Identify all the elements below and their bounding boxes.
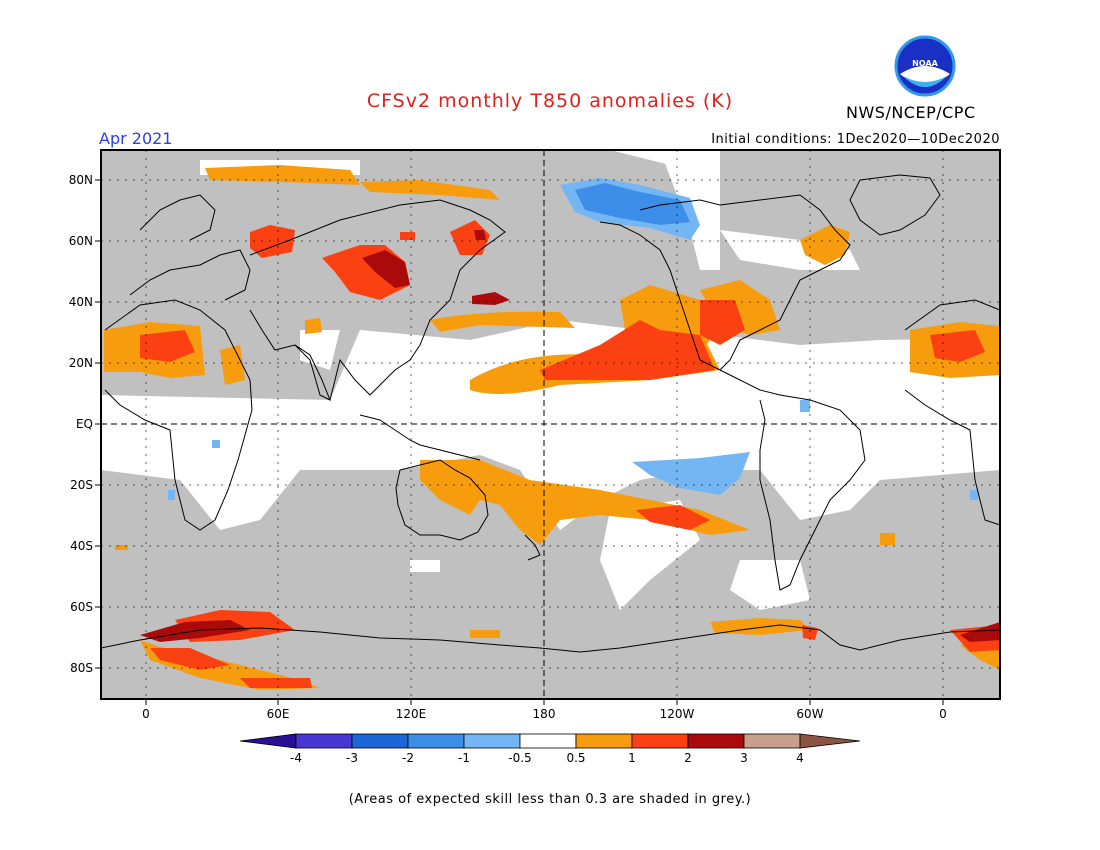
lat-label: 40N bbox=[68, 295, 93, 309]
colorbar-tick: -3 bbox=[346, 751, 358, 765]
initial-conditions: Initial conditions: 1Dec2020—10Dec2020 bbox=[711, 132, 1000, 147]
skill-footnote: (Areas of expected skill less than 0.3 a… bbox=[348, 792, 752, 807]
noaa-logo: NOAA bbox=[894, 35, 956, 97]
colorbar-tick: 1 bbox=[628, 751, 636, 765]
lat-label: 60N bbox=[68, 234, 93, 248]
logo-text: NOAA bbox=[912, 59, 938, 68]
lat-label: 80N bbox=[68, 173, 93, 187]
valid-month: Apr 2021 bbox=[99, 129, 173, 148]
agency-label: NWS/NCEP/CPC bbox=[846, 103, 976, 122]
lon-label: 120E bbox=[395, 707, 427, 721]
colorbar-tick: -4 bbox=[290, 751, 302, 765]
colorbar-tick: 2 bbox=[684, 751, 692, 765]
equator-dateline bbox=[101, 150, 1000, 699]
lat-label: 20N bbox=[68, 356, 93, 370]
coastlines bbox=[101, 174, 1000, 653]
lat-label: 60S bbox=[70, 600, 93, 614]
lon-label: 180 bbox=[532, 707, 556, 721]
lon-label: 120W bbox=[659, 707, 695, 721]
graticule bbox=[101, 150, 1000, 699]
colorbar-tick: -2 bbox=[402, 751, 414, 765]
lon-label: 0 bbox=[939, 707, 947, 721]
colorbar-tick: 0.5 bbox=[566, 751, 586, 765]
colorbar-tick: -0.5 bbox=[508, 751, 532, 765]
axis-ticks bbox=[95, 179, 944, 705]
lat-label: 40S bbox=[70, 539, 93, 553]
colorbar-tick: 4 bbox=[796, 751, 804, 765]
map-title: CFSv2 monthly T850 anomalies (K) bbox=[366, 90, 734, 112]
lat-label: EQ bbox=[75, 417, 93, 431]
colorbar-tick: -1 bbox=[458, 751, 470, 765]
anomaly-field bbox=[101, 150, 1000, 699]
lon-label: 60E bbox=[266, 707, 290, 721]
lat-label: 80S bbox=[70, 661, 93, 675]
lon-label: 60W bbox=[796, 707, 824, 721]
lat-label: 20S bbox=[70, 478, 93, 492]
colorbar bbox=[239, 733, 861, 749]
colorbar-tick: 3 bbox=[740, 751, 748, 765]
lon-label: 0 bbox=[142, 707, 150, 721]
